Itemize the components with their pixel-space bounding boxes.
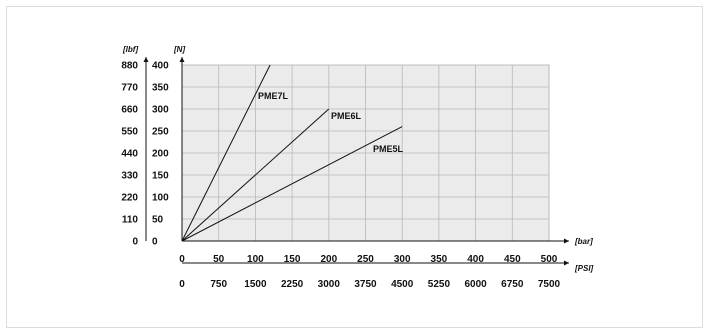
y-tick-label: 200 [152,149,169,160]
y-tick-label: 400 [152,61,169,72]
y2-tick-label: 660 [121,105,138,116]
series-line-pme7l [181,64,271,242]
y2-unit-label: [lbf] [122,45,138,54]
y2-tick-label: 110 [122,215,139,226]
x-tick-label: 500 [541,254,558,265]
x2-tick-label: 750 [210,279,227,290]
series-label-pme5l: PME5L [373,144,404,154]
x2-tick-label: 5250 [428,279,451,290]
series-line-pme6l [181,108,330,242]
x2-tick-label: 3000 [318,279,341,290]
x-unit-label: [bar] [574,237,593,246]
x-tick-label: 50 [213,254,225,265]
series-label-pme6l: PME6L [331,111,362,121]
y-tick-label: 100 [152,193,169,204]
x-axis-bar-arrowhead [564,238,569,244]
y2-tick-label: 880 [121,61,138,72]
x-tick-label: 250 [357,254,374,265]
y-tick-label: 350 [152,83,169,94]
y2-tick-label: 330 [121,171,138,182]
x2-tick-label: 3750 [354,279,377,290]
series-label-pme7l: PME7L [258,91,289,101]
y2-tick-label: 0 [132,237,138,248]
x-tick-label: 150 [284,254,301,265]
x2-tick-label: 7500 [538,279,561,290]
x-tick-label: 450 [504,254,521,265]
y2-tick-label: 550 [121,127,138,138]
series-line-pme5l [181,126,403,242]
x-tick-label: 100 [247,254,264,265]
y-tick-label: 250 [152,127,169,138]
x-axis-psi-arrowhead [564,260,569,266]
x2-tick-label: 6750 [501,279,524,290]
tick-labels: PME7L PME6L PME5L 0 50 100 150 200 250 300 350 400 4… [121,45,593,290]
y-tick-label: 300 [152,105,169,116]
y2-tick-label: 770 [121,83,138,94]
x-tick-label: 200 [320,254,337,265]
x2-tick-label: 4500 [391,279,414,290]
y-tick-label: 50 [152,215,164,226]
series-lines [181,64,403,242]
y-tick-label: 150 [152,171,169,182]
x2-tick-label: 1500 [244,279,267,290]
y-unit-label: [N] [173,45,185,54]
x-tick-label: 300 [394,254,411,265]
x2-tick-label: 6000 [464,279,487,290]
x2-tick-label: 2250 [281,279,304,290]
grid [181,64,550,242]
y2-tick-label: 440 [121,149,138,160]
y-axis-n-arrowhead [179,57,185,62]
x-tick-label: 0 [179,254,185,265]
y-axis-lbf-arrowhead [143,57,149,62]
x2-unit-label: [PSI] [574,264,594,273]
axes [143,57,569,266]
x2-tick-label: 0 [179,279,185,290]
y-tick-label: 0 [152,237,158,248]
y2-tick-label: 220 [121,193,138,204]
x-tick-label: 350 [431,254,448,265]
x-tick-label: 400 [467,254,484,265]
